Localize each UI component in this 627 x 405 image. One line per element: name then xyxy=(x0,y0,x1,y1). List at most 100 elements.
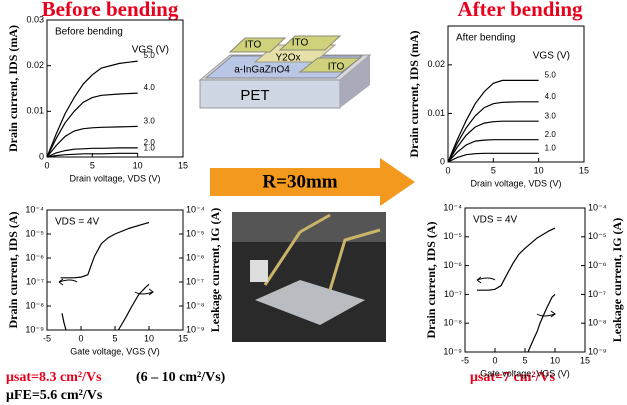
mobility-sat: μsat=7 cm²/Vs xyxy=(470,370,556,385)
data-line xyxy=(46,60,138,158)
y2-tick-label: 10⁻⁴ xyxy=(186,204,205,214)
heading-after: After bending xyxy=(457,0,583,21)
plot-note: VDS = 4V xyxy=(473,215,518,226)
y2-tick-label: 10⁻⁶ xyxy=(186,252,205,262)
mobility-sat: μsat=8.3 cm²/Vs xyxy=(6,370,102,385)
data-line xyxy=(527,293,556,353)
x-tick-label: 5 xyxy=(112,333,117,343)
channel-label: a-InGaZnO4 xyxy=(234,65,290,76)
x-axis-label: Gate voltage, VGS (V) xyxy=(70,346,160,356)
series-label: 4.0 xyxy=(545,92,557,101)
y2-tick-label: 10⁻⁵ xyxy=(186,228,205,238)
y2-axis-label: Leakage current, IG (A) xyxy=(610,218,624,342)
y-tick-label: 10⁻⁵ xyxy=(444,231,463,241)
axis-arrow xyxy=(134,288,155,296)
data-line xyxy=(61,283,150,331)
y-tick-label: 10⁻⁸ xyxy=(443,318,462,328)
series-label: 5.0 xyxy=(144,51,156,60)
plot-note: Before bending xyxy=(55,27,123,38)
device-diagram: ITO ITO ITO Y2Ox a-InGaZnO4 PET xyxy=(198,35,372,109)
data-line xyxy=(46,152,138,158)
data-line xyxy=(447,101,539,163)
x-tick-label: 10 xyxy=(534,165,544,175)
y-tick-label: 0.01 xyxy=(427,108,445,118)
y-tick-label: 0.03 xyxy=(26,14,44,24)
series-label: 2.0 xyxy=(144,138,156,147)
y-tick-label: 10⁻⁸ xyxy=(25,300,44,310)
y-tick-label: 10⁻⁴ xyxy=(443,202,462,212)
y-tick-label: 0 xyxy=(39,151,44,161)
x-tick-label: 0 xyxy=(445,165,450,175)
photo xyxy=(232,212,386,342)
series-label: 1.0 xyxy=(545,143,557,152)
plot-note: After bending xyxy=(456,33,516,44)
y-axis-label: Drain current, IDS (A) xyxy=(6,211,20,328)
series-label: 3.0 xyxy=(545,111,557,120)
y2-tick-label: 10⁻⁸ xyxy=(588,318,607,328)
x-tick-label: 10 xyxy=(550,355,560,365)
x-tick-label: 15 xyxy=(178,160,188,170)
x-tick-label: -5 xyxy=(461,355,469,365)
electrode-label: ITO xyxy=(292,38,309,49)
plot-frame xyxy=(46,19,184,158)
y-axis-label: Drain current, IDS (A) xyxy=(424,221,438,338)
data-line xyxy=(477,227,556,291)
series-label: 2.0 xyxy=(545,130,557,139)
y-tick-label: 0.02 xyxy=(26,60,44,70)
x-tick-label: 5 xyxy=(491,165,496,175)
y-axis-label: Drain current, IDS (mA) xyxy=(407,30,421,157)
x-axis-label: Drain voltage, VDS (V) xyxy=(69,173,160,183)
legend-title: VGS (V) xyxy=(132,45,169,56)
y2-tick-label: 10⁻⁷ xyxy=(588,289,606,299)
x-tick-label: 10 xyxy=(133,160,143,170)
data-line xyxy=(46,125,138,158)
bend-radius: R=30mm xyxy=(262,171,337,192)
x-tick-label: 0 xyxy=(492,355,497,365)
data-line xyxy=(447,120,539,163)
x-tick-label: 15 xyxy=(580,355,590,365)
data-line xyxy=(46,147,138,158)
y2-tick-label: 10⁻⁹ xyxy=(186,324,205,334)
y-tick-label: 10⁻⁹ xyxy=(25,324,44,334)
bend-arrow xyxy=(210,158,415,206)
x-tick-label: 10 xyxy=(144,333,154,343)
series-label: 5.0 xyxy=(545,71,557,80)
legend-title: VGS (V) xyxy=(533,51,570,62)
y-tick-label: 10⁻⁶ xyxy=(26,252,45,262)
axis-arrow xyxy=(58,278,78,286)
x-tick-label: 15 xyxy=(579,165,589,175)
y-tick-label: 10⁻⁶ xyxy=(444,260,463,270)
electrode-label: ITO xyxy=(245,40,262,51)
plot-note: VDS = 4V xyxy=(55,217,100,228)
y2-tick-label: 10⁻⁵ xyxy=(588,231,607,241)
x-tick-label: 15 xyxy=(178,333,188,343)
y2-tick-label: 10⁻⁴ xyxy=(588,202,607,212)
y2-axis-label: Leakage current, IG (A) xyxy=(208,208,222,332)
series-label: 3.0 xyxy=(144,117,156,126)
x-tick-label: -5 xyxy=(43,333,51,343)
y-tick-label: 10⁻⁵ xyxy=(26,228,45,238)
y2-tick-label: 10⁻⁶ xyxy=(588,260,607,270)
y-tick-label: 10⁻⁹ xyxy=(443,346,462,356)
plot-frame xyxy=(447,25,585,163)
data-line xyxy=(447,79,539,163)
heading-before: Before bending xyxy=(42,0,179,21)
y-tick-label: 10⁻⁷ xyxy=(26,276,44,286)
y-axis-label: Drain current, IDS (mA) xyxy=(6,25,20,152)
series-label: 4.0 xyxy=(144,83,156,92)
y-tick-label: 10⁻⁷ xyxy=(444,289,462,299)
data-line xyxy=(46,92,138,158)
y2-tick-label: 10⁻⁸ xyxy=(186,300,205,310)
x-tick-label: 5 xyxy=(522,355,527,365)
y-tick-label: 0 xyxy=(440,156,445,166)
axis-arrow xyxy=(476,276,496,284)
y-tick-label: 0.02 xyxy=(427,59,445,69)
mobility-fe: μFE=5.6 cm²/Vs xyxy=(6,388,103,403)
mobility-range: (6 – 10 cm²/Vs) xyxy=(136,370,226,385)
data-line xyxy=(60,221,150,279)
x-axis-label: Gate voltage, VGS (V) xyxy=(480,368,570,378)
data-line xyxy=(447,139,539,163)
electrode-label: ITO xyxy=(328,62,345,73)
y2-tick-label: 10⁻⁷ xyxy=(186,276,204,286)
